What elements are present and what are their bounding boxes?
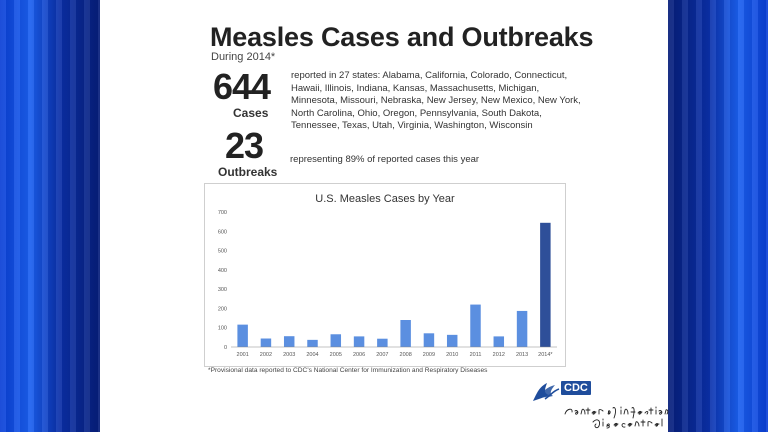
- x-tick-label: 2014*: [538, 352, 553, 358]
- cases-label: Cases: [233, 106, 269, 120]
- bar-2010: [446, 334, 458, 347]
- y-tick-label: 0: [224, 345, 227, 351]
- bar-2006: [353, 336, 365, 347]
- outbreaks-label: Outbreaks: [218, 165, 278, 179]
- y-tick-label: 300: [218, 287, 227, 293]
- slide: Measles Cases and Outbreaks During 2014*…: [100, 0, 669, 432]
- x-tick-label: 2006: [353, 352, 365, 358]
- bar-2005: [330, 334, 342, 347]
- x-axis: 2001 2002 2003 2004 2005 2006 2007 2008 2009 2010…: [231, 346, 557, 358]
- cases-description: reported in 27 states: Alabama, Californ…: [291, 70, 581, 131]
- slide-subtitle: During 2014*: [211, 51, 276, 63]
- bar-2012: [493, 336, 505, 347]
- background-left: [0, 0, 100, 432]
- bar-2008: [400, 320, 411, 347]
- bar-2007: [377, 338, 388, 347]
- y-tick-label: 700: [218, 210, 227, 216]
- slide-title: Measles Cases and Outbreaks: [210, 22, 594, 52]
- y-tick-label: 100: [218, 326, 227, 332]
- bar-chart: U.S. Measles Cases by Year 0 100 200 300 400…: [218, 193, 557, 358]
- chart-container: U.S. Measles Cases by Year 0 100 200 300 400…: [204, 183, 566, 367]
- y-tick-label: 600: [218, 229, 227, 235]
- x-tick-label: 2005: [330, 352, 342, 358]
- x-tick-label: 2011: [470, 352, 482, 358]
- outbreaks-number: 23: [225, 125, 264, 166]
- y-tick-label: 500: [218, 249, 227, 255]
- y-axis: 0 100 200 300 400 500 600 700: [218, 210, 227, 351]
- x-tick-label: 2001: [237, 352, 249, 358]
- x-tick-label: 2012: [493, 352, 505, 358]
- bar-2003: [283, 336, 295, 347]
- handwritten-note-icon: [564, 406, 669, 429]
- x-tick-label: 2004: [306, 352, 318, 358]
- bar-2001: [237, 324, 248, 347]
- bar-2014: [540, 222, 551, 347]
- cdc-logo: CDC: [561, 381, 591, 395]
- x-tick-label: 2008: [400, 352, 412, 358]
- outbreaks-description: representing 89% of reported cases this …: [290, 154, 480, 165]
- x-tick-label: 2002: [260, 352, 272, 358]
- cases-number: 644: [213, 66, 271, 107]
- background-right: [668, 0, 768, 432]
- bar-2002: [260, 338, 272, 347]
- footnote: *Provisional data reported to CDC's Nati…: [208, 367, 488, 374]
- x-tick-label: 2003: [283, 352, 295, 358]
- y-tick-label: 200: [218, 306, 227, 312]
- x-tick-label: 2009: [423, 352, 435, 358]
- bar-2013: [516, 310, 528, 347]
- bar-2004: [307, 339, 318, 347]
- x-tick-label: 2007: [376, 352, 388, 358]
- chart-title: U.S. Measles Cases by Year: [315, 193, 455, 205]
- hhs-eagle-icon: [533, 383, 560, 401]
- y-tick-label: 400: [218, 268, 227, 274]
- x-tick-label: 2010: [446, 352, 458, 358]
- x-tick-label: 2013: [516, 352, 528, 358]
- bar-2011: [470, 304, 481, 347]
- bar-2009: [423, 333, 435, 347]
- bars: [237, 222, 551, 347]
